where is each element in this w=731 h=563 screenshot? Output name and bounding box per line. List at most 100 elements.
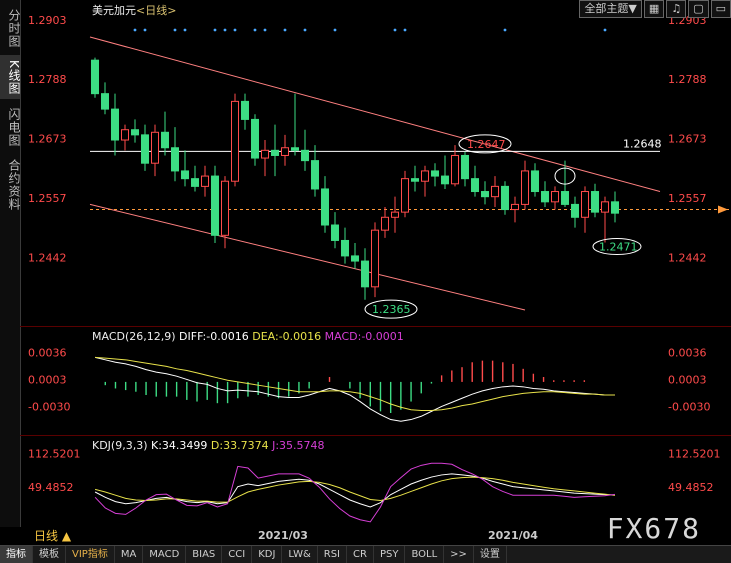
tab-psy[interactable]: PSY: [374, 546, 406, 563]
kdj-k-line: [94, 473, 615, 508]
candle-body: [231, 100, 239, 182]
candle-body: [551, 191, 559, 203]
tab-lw[interactable]: LW&: [282, 546, 318, 563]
tab-vip-indicator[interactable]: VIP指标: [66, 546, 115, 563]
macd-y-tick-right: 0.0003: [668, 373, 707, 386]
bell-icon[interactable]: ♫: [666, 0, 687, 18]
candle-body: [431, 170, 439, 177]
candle-body: [471, 178, 479, 193]
tab-cr[interactable]: CR: [347, 546, 374, 563]
candle-body: [511, 203, 519, 211]
macd-y-tick-right: 0.0036: [668, 346, 707, 359]
candle-body: [261, 149, 269, 159]
candle-body: [501, 185, 509, 211]
high-callout-ellipse: [458, 134, 512, 154]
event-dot: [283, 28, 287, 32]
tab-indicator[interactable]: 指标: [0, 546, 33, 563]
candle-body: [361, 260, 369, 288]
macd-dea-value: DEA:-0.0016: [252, 330, 322, 343]
candle-body: [611, 201, 619, 214]
candle-body: [491, 185, 499, 198]
xaxis-label-mar: 2021/03: [258, 529, 308, 542]
kdj-chart: 112.5201 112.5201 49.4852 49.4852: [28, 447, 721, 523]
event-dot: [333, 28, 337, 32]
candle-body: [461, 154, 469, 180]
channel-lower-line: [89, 203, 526, 311]
tab-lightning[interactable]: 闪电图: [7, 107, 21, 147]
kdj-y-tick-left: 112.5201: [28, 447, 81, 460]
macd-y-tick-left: -0.0030: [28, 400, 70, 413]
tab-template[interactable]: 模板: [33, 546, 66, 563]
y-tick-label-left: 1.2673: [28, 132, 67, 145]
candle-body: [331, 224, 339, 241]
y-tick-label-right: 1.2788: [668, 73, 707, 86]
kdj-y-tick-left: 49.4852: [28, 481, 74, 494]
macd-macd-value: MACD:-0.0001: [324, 330, 404, 343]
minimize-icon[interactable]: ▭: [710, 0, 731, 18]
kdj-y-tick-right: 49.4852: [668, 481, 714, 494]
kdj-title: KDJ(9,3,3): [92, 439, 148, 452]
y-tick-label-right: 1.2673: [668, 132, 707, 145]
tab-macd[interactable]: MACD: [143, 546, 187, 563]
recent-low-ellipse: [592, 238, 642, 256]
y-tick-label-left: 1.2903: [28, 14, 67, 27]
macd-chart: 0.0036 0.0036 0.0003 0.0003 -0.0030 -0.0030: [28, 346, 710, 422]
event-dot: [213, 28, 217, 32]
candle-body: [591, 191, 599, 213]
candle-body: [351, 255, 359, 262]
highlight-ellipse: [554, 167, 576, 185]
tab-ma[interactable]: MA: [115, 546, 144, 563]
event-dot: [143, 28, 147, 32]
event-dot: [263, 28, 267, 32]
macd-dea-line: [95, 356, 615, 412]
grid-icon[interactable]: ▦: [643, 0, 665, 18]
tab-boll[interactable]: BOLL: [405, 546, 445, 563]
candle-body: [441, 175, 449, 185]
candle-body: [271, 149, 279, 156]
candle-body: [171, 147, 179, 172]
candle-body: [581, 191, 589, 218]
kdj-j-value: J:35.5748: [272, 439, 325, 452]
candle-body: [301, 149, 309, 162]
topic-select-button[interactable]: 全部主题▼: [579, 0, 642, 18]
event-dot: [303, 28, 307, 32]
macd-y-tick-left: 0.0036: [28, 346, 67, 359]
tab-kline[interactable]: K线图: [0, 55, 21, 99]
candle-body: [381, 216, 389, 231]
tab-timeshare[interactable]: 分时图: [7, 8, 21, 48]
kdj-d-line: [94, 476, 615, 503]
period-title: <日线>: [136, 4, 177, 17]
candle-body: [241, 100, 249, 120]
kdj-panel: 112.5201 112.5201 49.4852 49.4852 KDJ(9,3,3…: [20, 436, 731, 527]
tab-settings[interactable]: 设置: [474, 546, 507, 563]
macd-y-tick-right: -0.0030: [668, 400, 710, 413]
macd-diff-value: DIFF:-0.0016: [179, 330, 249, 343]
symbol-title: 美元加元: [92, 4, 136, 17]
expand-icon[interactable]: ▢: [688, 0, 709, 18]
candle-body: [251, 118, 259, 159]
y-tick-label-left: 1.2788: [28, 73, 67, 86]
resistance-value-label: 1.2648: [623, 137, 662, 150]
recent-low-label: 1.2471: [599, 241, 638, 254]
candle-body: [421, 170, 429, 182]
candle-body: [101, 93, 109, 110]
candle-body: [521, 170, 529, 205]
candle-body: [321, 188, 329, 226]
candle-body: [141, 134, 149, 164]
candle-body: [481, 191, 489, 198]
candle-body: [201, 175, 209, 187]
tab-kdj[interactable]: KDJ: [252, 546, 283, 563]
event-dot: [253, 28, 257, 32]
tab-rsi[interactable]: RSI: [318, 546, 348, 563]
y-tick-label-right: 1.2557: [668, 192, 707, 205]
tab-contract-info[interactable]: 合约资料: [7, 159, 21, 211]
macd-title: MACD(26,12,9): [92, 330, 176, 343]
tab-more[interactable]: >>: [444, 546, 474, 563]
candle-body: [531, 170, 539, 193]
period-button[interactable]: 日线 ▲: [34, 529, 72, 543]
tab-cci[interactable]: CCI: [222, 546, 253, 563]
top-toolbar: 全部主题▼ ▦ ♫ ▢ ▭: [579, 0, 731, 18]
low-callout-label: 1.2365: [372, 303, 411, 316]
tab-bias[interactable]: BIAS: [186, 546, 223, 563]
